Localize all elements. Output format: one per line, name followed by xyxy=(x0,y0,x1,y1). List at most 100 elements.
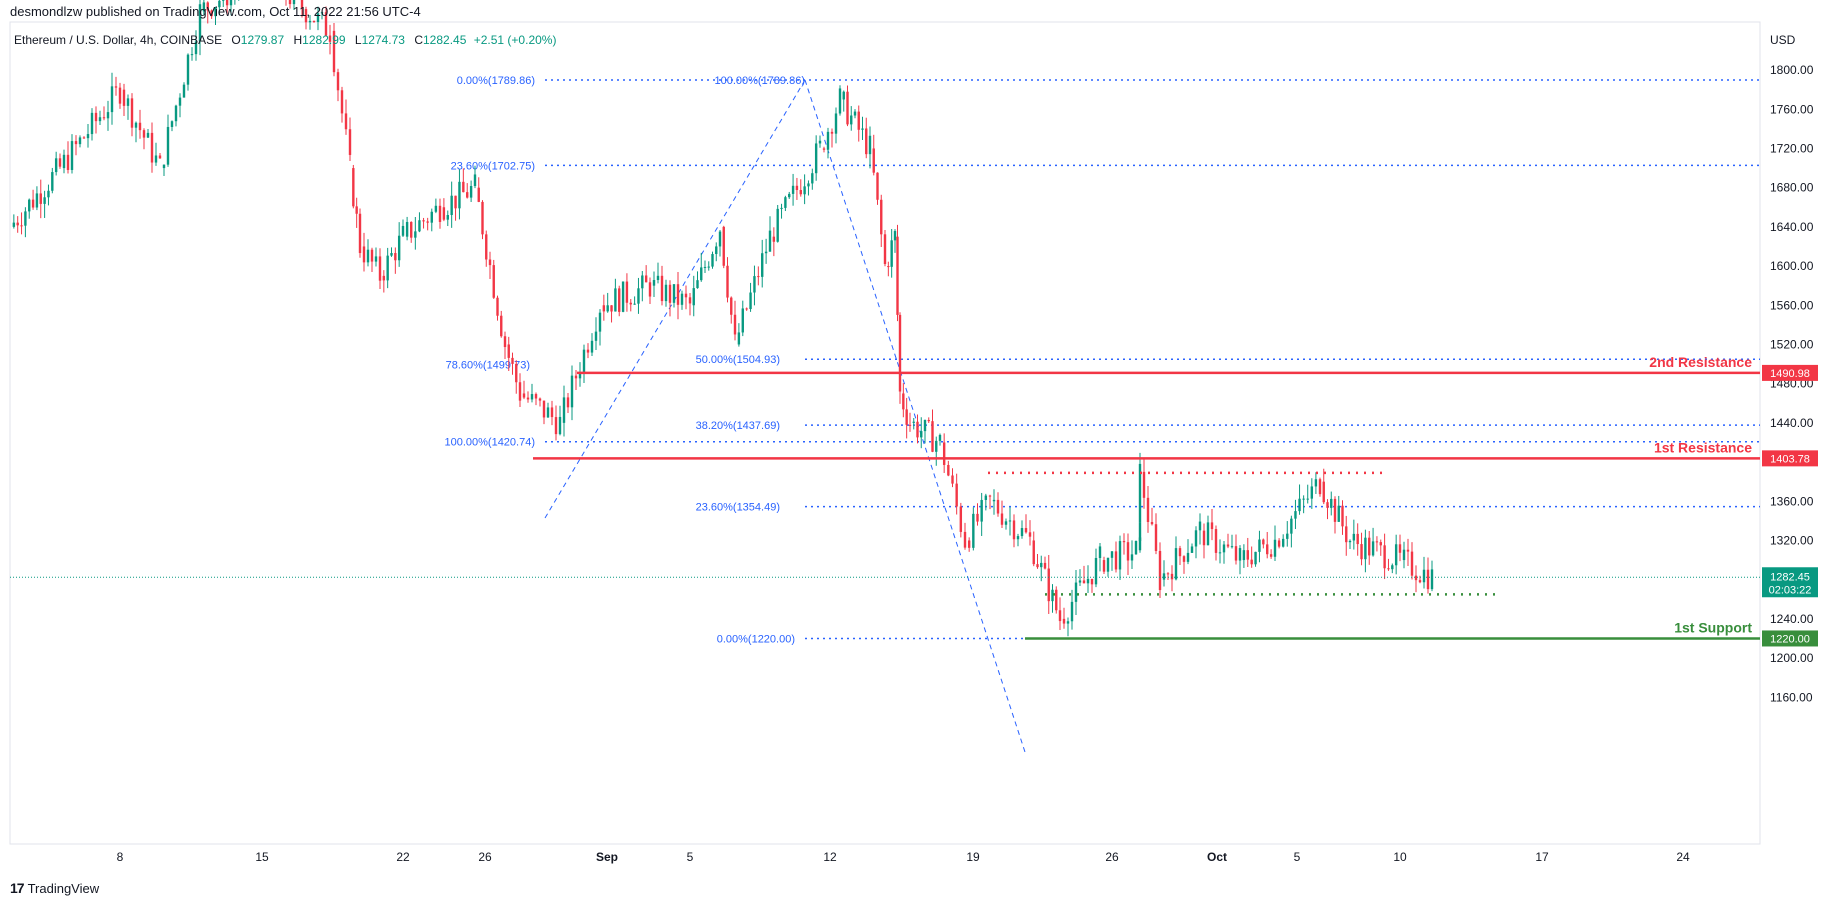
low-label: L xyxy=(354,33,362,47)
close-value: 1282.45 xyxy=(423,33,467,47)
candle-body xyxy=(1262,539,1265,545)
support1-badge xyxy=(1762,630,1818,647)
candle-body xyxy=(1074,582,1078,602)
candle-body xyxy=(182,84,186,98)
candle-body xyxy=(972,513,975,548)
candle-body xyxy=(761,253,764,277)
high-label: H xyxy=(293,33,303,47)
candle-body xyxy=(1134,540,1138,555)
candle-body xyxy=(905,409,908,425)
candle-body xyxy=(602,305,606,312)
candle-body xyxy=(637,288,640,304)
candle-body xyxy=(340,90,344,114)
candle-body xyxy=(418,220,421,232)
candle-body xyxy=(1345,526,1348,543)
candle-body xyxy=(20,225,23,227)
candle-body xyxy=(1008,520,1012,522)
price-tick-label: 1760.00 xyxy=(1770,102,1814,116)
price-tick-label: 1800.00 xyxy=(1770,63,1814,77)
candle-body xyxy=(150,132,154,163)
candle-body xyxy=(370,249,374,262)
candle-body xyxy=(976,513,979,522)
candle-body xyxy=(951,475,954,484)
symbol-legend[interactable]: Ethereum / U.S. Dollar, 4h, COINBASE O12… xyxy=(14,33,556,47)
candle-body xyxy=(923,419,927,432)
candle-body xyxy=(1146,497,1150,523)
candle-body xyxy=(1214,529,1218,553)
candle-body xyxy=(1318,479,1322,495)
candle-body xyxy=(992,499,996,502)
support1-badge-value: 1220.00 xyxy=(1770,633,1810,645)
candle-body xyxy=(711,254,714,267)
candle-body xyxy=(1246,550,1249,560)
candle-body xyxy=(1337,505,1340,522)
fib-label: 100.00%(1420.74) xyxy=(444,437,535,449)
candle-body xyxy=(546,407,550,418)
candle-body xyxy=(374,256,378,262)
candle-body xyxy=(629,302,632,305)
candle-body xyxy=(12,222,16,227)
candle-body xyxy=(887,266,890,268)
publisher-text: desmondlzw published on TradingView.com,… xyxy=(10,4,421,19)
candle-body xyxy=(1186,552,1190,562)
candle-body xyxy=(1070,601,1074,622)
candle-body xyxy=(610,305,613,312)
candle-body xyxy=(1250,559,1253,565)
symbol-name[interactable]: Ethereum / U.S. Dollar, 4h, COINBASE xyxy=(14,33,223,47)
candle-body xyxy=(62,154,66,169)
candle-body xyxy=(1314,479,1318,487)
candle-body xyxy=(692,288,695,306)
candle-body xyxy=(959,506,963,532)
tradingview-footer[interactable]: 17 TradingView xyxy=(10,880,99,896)
candle-body xyxy=(703,266,707,268)
resistance1-badge xyxy=(1762,450,1818,467)
candle-body xyxy=(304,9,308,23)
candle-body xyxy=(1222,544,1226,553)
candle-body xyxy=(826,131,830,150)
candle-body xyxy=(768,230,772,252)
candle-body xyxy=(538,398,542,401)
candle-body xyxy=(648,282,652,297)
candle-body xyxy=(98,117,102,122)
time-tick-label: 26 xyxy=(1105,850,1119,864)
candle-body xyxy=(1126,542,1130,561)
price-tick-label: 1520.00 xyxy=(1770,337,1814,351)
candle-body xyxy=(842,91,845,100)
candle-body xyxy=(1430,569,1434,590)
candle-body xyxy=(190,54,194,56)
candle-body xyxy=(857,111,860,130)
candle-body xyxy=(1086,578,1090,584)
time-tick-label: 5 xyxy=(1294,850,1301,864)
time-tick-label: Oct xyxy=(1207,850,1227,864)
candle-body xyxy=(935,440,938,452)
candle-body xyxy=(984,495,988,500)
candle-body xyxy=(1040,562,1043,568)
candle-body xyxy=(316,13,320,23)
candle-body xyxy=(625,281,629,303)
candle-body xyxy=(390,253,393,256)
candle-body xyxy=(1341,505,1344,527)
price-tick-label: 1160.00 xyxy=(1770,690,1813,704)
candle-body xyxy=(688,297,692,304)
candle-body xyxy=(1154,524,1158,551)
candle-body xyxy=(47,190,50,198)
candle-body xyxy=(114,86,118,88)
candle-body xyxy=(358,213,362,254)
candle-body xyxy=(82,137,86,139)
candle-body xyxy=(210,10,213,17)
candle-body xyxy=(664,284,668,302)
candle-body xyxy=(757,276,760,278)
candle-body xyxy=(868,135,872,155)
candle-body xyxy=(1360,544,1363,560)
candle-body xyxy=(202,2,206,12)
candle-body xyxy=(696,280,699,289)
candle-body xyxy=(74,141,78,145)
candle-body xyxy=(225,0,229,6)
candle-body xyxy=(94,112,98,122)
candle-body xyxy=(880,199,883,235)
candle-body xyxy=(707,266,710,268)
candle-body xyxy=(1387,568,1390,570)
candle-body xyxy=(492,265,495,298)
candle-body xyxy=(39,193,42,204)
